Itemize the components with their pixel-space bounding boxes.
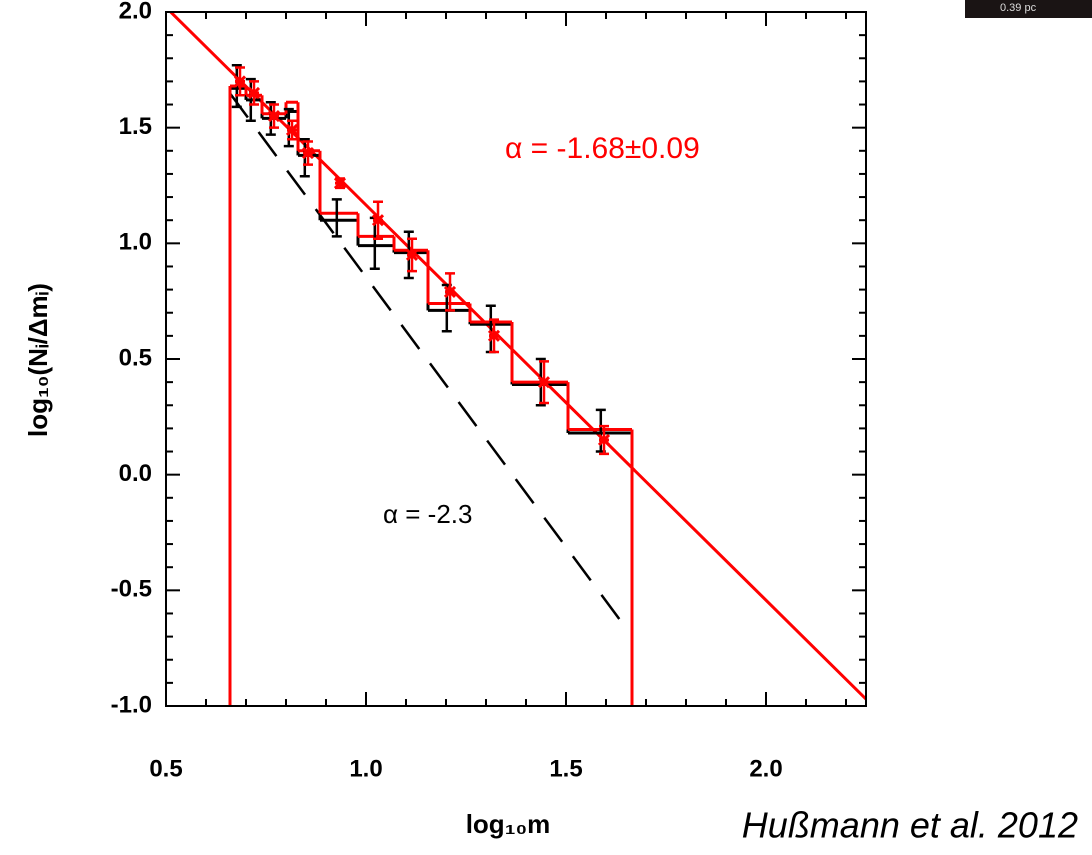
data-point	[537, 376, 551, 389]
y-axis-label: log₁₀(Nᵢ/Δmᵢ)	[23, 283, 53, 437]
data-point	[301, 147, 315, 160]
annotation: α = -2.3	[383, 499, 472, 529]
y-tick-label: 1.0	[119, 229, 152, 256]
y-tick-label: 0.5	[119, 344, 152, 371]
y-tick-label: 0.0	[119, 460, 152, 487]
data-point	[371, 214, 385, 227]
data-point	[247, 86, 261, 100]
error-bar	[331, 198, 342, 238]
x-tick-label: 0.5	[149, 755, 182, 782]
x-axis-label: log₁₀m	[466, 809, 551, 839]
annotation: α = -1.68±0.09	[505, 132, 700, 165]
data-point	[233, 75, 247, 88]
x-tick-label: 1.5	[549, 755, 582, 782]
data-point	[333, 177, 347, 190]
data-point	[487, 329, 501, 342]
reference-line	[228, 92, 627, 628]
data-point	[443, 285, 457, 298]
y-tick-label: 1.5	[119, 113, 152, 140]
inset-label: 0.39 pc	[1000, 2, 1037, 14]
fit-line	[168, 12, 866, 701]
data-point	[267, 110, 281, 123]
x-tick-label: 2.0	[749, 755, 782, 782]
data-point	[285, 123, 299, 137]
x-tick-label: 1.0	[349, 755, 382, 782]
y-tick-label: -1.0	[111, 691, 152, 718]
inset-image	[965, 0, 1092, 18]
plot-area	[168, 12, 866, 706]
source-credit: Hußmann et al. 2012	[742, 805, 1078, 846]
data-point	[597, 433, 611, 447]
y-tick-label: 2.0	[119, 0, 152, 24]
error-bar	[245, 77, 256, 122]
y-tick-label: -0.5	[111, 576, 152, 603]
data-point	[405, 248, 419, 261]
